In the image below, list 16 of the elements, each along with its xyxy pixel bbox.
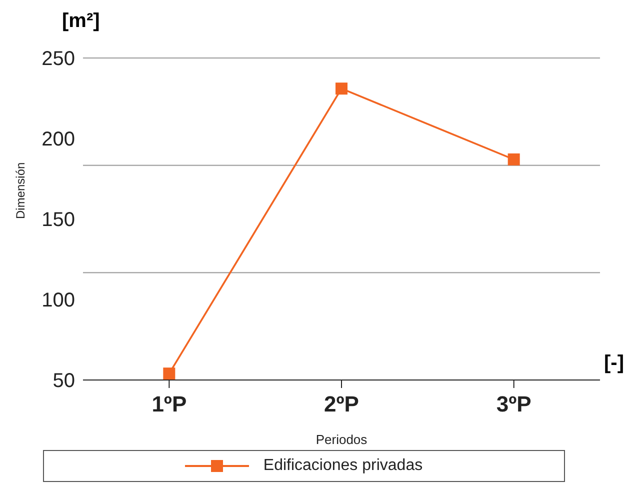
y-tick-label: 200 [42,128,75,151]
text: [m²] [62,10,100,33]
legend-label: Edificaciones privadas [263,457,423,475]
point [508,153,520,166]
x-axis-title: Periodos [316,432,368,447]
y-tick-label: 250 [42,48,75,70]
y-tick-label: 50 [52,370,75,392]
x-tick-label: 2ºP [324,392,359,417]
y-tick-label: 100 [42,290,75,312]
x-tick-label: 3ºP [496,392,532,417]
text: [-] [604,352,624,375]
x-tick-label: 1ºP [152,392,187,417]
point [163,368,176,380]
y-tick-label: 150 [42,209,75,232]
y-axis-title: Dimensión [13,162,28,219]
point [336,82,348,95]
